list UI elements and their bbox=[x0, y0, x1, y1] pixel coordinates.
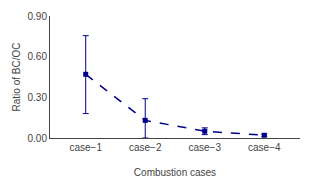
svg-text:case−2: case−2 bbox=[129, 142, 162, 153]
svg-text:0.90: 0.90 bbox=[28, 11, 48, 22]
svg-text:0.30: 0.30 bbox=[28, 92, 48, 103]
svg-text:0.00: 0.00 bbox=[28, 133, 48, 144]
svg-text:case−3: case−3 bbox=[188, 142, 221, 153]
svg-text:Ratio of BC/OC: Ratio of BC/OC bbox=[11, 43, 22, 112]
svg-text:0.60: 0.60 bbox=[28, 51, 48, 62]
svg-text:Combustion cases: Combustion cases bbox=[134, 167, 216, 178]
svg-text:case−4: case−4 bbox=[248, 142, 281, 153]
svg-text:case−1: case−1 bbox=[69, 142, 102, 153]
